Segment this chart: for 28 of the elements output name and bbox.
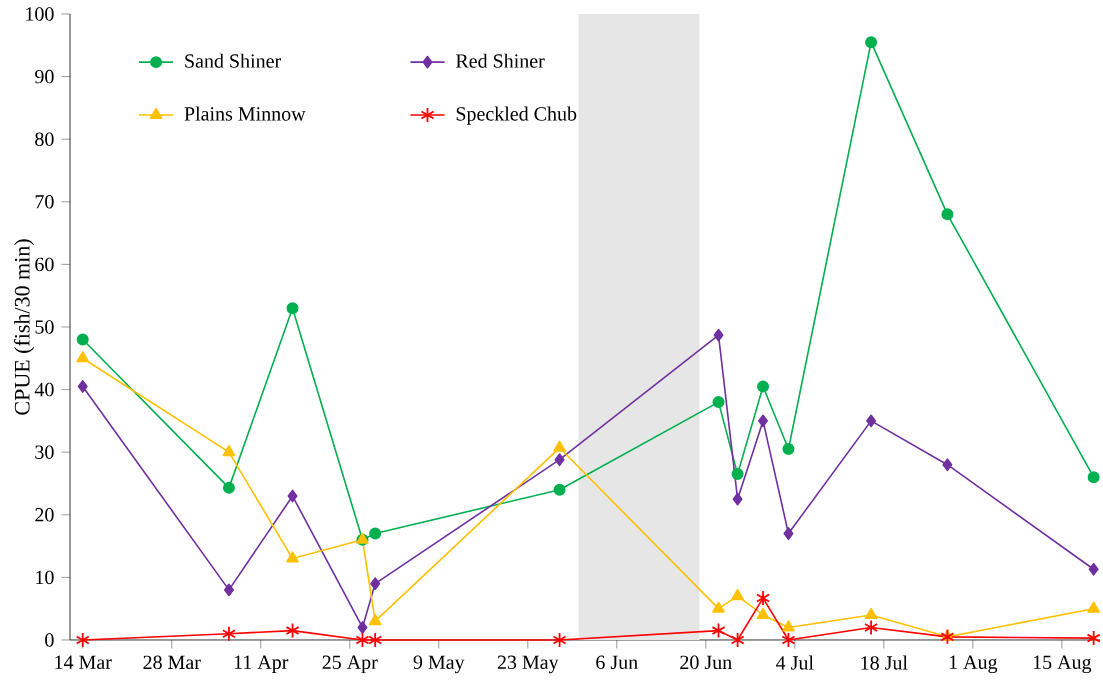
legend-label: Plains Minnow (184, 106, 306, 121)
y-tick-label: 100 (26, 7, 54, 21)
y-tick-label: 60 (35, 257, 54, 272)
x-tick-label: 9 May (413, 655, 465, 674)
x-tick-label: 20 Jun (680, 655, 732, 670)
legend-label: Red Shiner (455, 53, 545, 68)
x-tick-label: 15 Aug (1033, 655, 1092, 674)
y-tick-label: 70 (35, 195, 54, 209)
x-tick-label: 1 Aug (949, 655, 998, 674)
x-tick-label: 25 Apr (322, 655, 378, 674)
y-axis-title: CPUE (fish/30 min) (13, 239, 35, 415)
y-tick-label: 30 (35, 445, 54, 459)
y-tick-label: 20 (35, 508, 54, 522)
y-tick-label: 0 (45, 633, 54, 647)
x-tick-label: 6 Jun (596, 655, 638, 670)
x-tick-label: 18 Jul (861, 655, 908, 670)
y-tick-label: 10 (36, 570, 54, 585)
y-tick-label: 90 (35, 69, 54, 84)
x-tick-label: 11 Apr (234, 655, 289, 674)
y-tick-label: 80 (35, 132, 54, 146)
x-tick-label: 23 May (497, 655, 559, 674)
legend-label: Speckled Chub (456, 106, 577, 125)
y-tick-label: 40 (34, 382, 54, 397)
legend-label: Sand Shiner (185, 53, 281, 68)
x-tick-label: 14 Mar (55, 655, 112, 669)
y-tick-label: 50 (35, 320, 54, 334)
x-tick-label: 4 Jul (776, 655, 814, 670)
x-tick-label: 28 Mar (143, 655, 201, 670)
